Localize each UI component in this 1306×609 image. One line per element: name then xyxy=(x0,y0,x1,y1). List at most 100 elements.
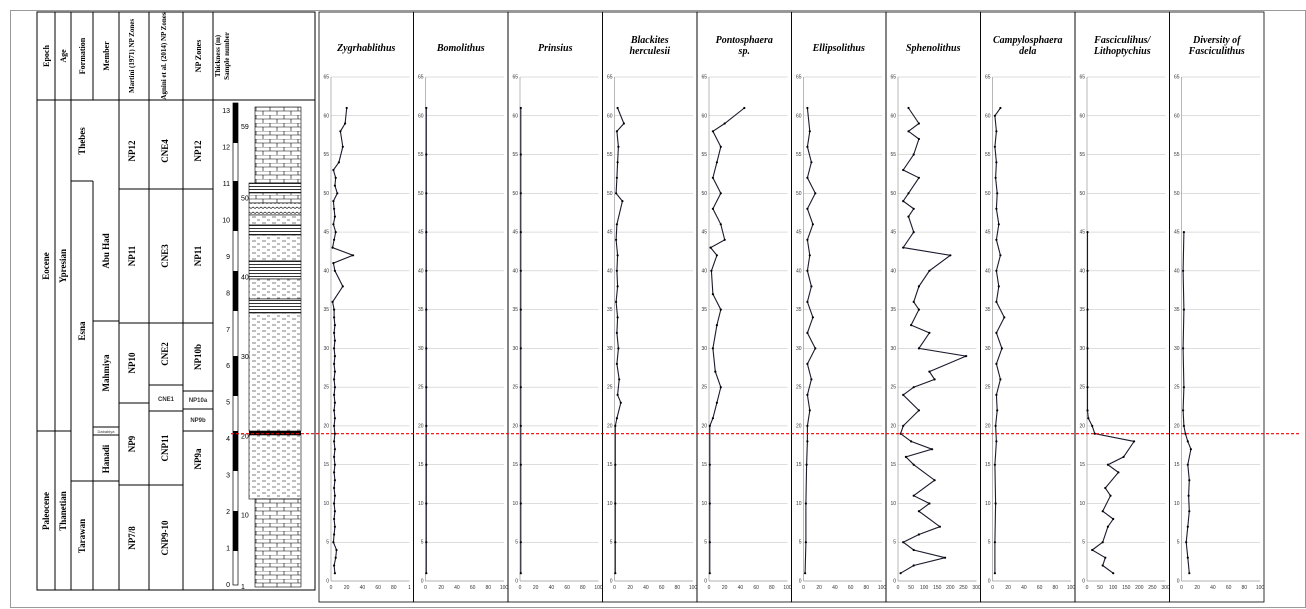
data-point xyxy=(917,533,921,536)
x-tick-label: 60 xyxy=(848,585,854,591)
y-tick-label: 40 xyxy=(323,268,329,274)
data-point xyxy=(993,541,997,544)
data-point xyxy=(711,176,715,179)
y-tick-label: 45 xyxy=(512,230,518,236)
y-tick-label: 55 xyxy=(890,152,896,158)
data-point xyxy=(519,153,522,156)
series-line xyxy=(804,107,816,574)
x-tick-label: 0 xyxy=(708,585,711,591)
y-tick-label: 0 xyxy=(704,579,707,585)
data-point xyxy=(333,486,336,490)
data-point xyxy=(723,122,726,125)
data-point xyxy=(333,463,336,466)
y-tick-label: 50 xyxy=(607,191,613,197)
data-point xyxy=(332,223,335,226)
data-point xyxy=(425,308,428,311)
y-tick-label: 25 xyxy=(890,385,896,391)
data-point xyxy=(715,254,719,257)
panel-title: Sphenolithus xyxy=(906,43,961,54)
y-tick-label: 25 xyxy=(512,385,518,391)
y-tick-label: 5 xyxy=(610,540,613,546)
y-tick-label: 65 xyxy=(512,75,518,81)
data-point xyxy=(912,300,915,303)
data-point xyxy=(993,463,997,466)
sample-tick-label: 10 xyxy=(241,513,249,520)
data-point xyxy=(344,122,347,125)
figure-frame: Epoch Age Formation Member Martini (1971… xyxy=(10,10,1306,608)
data-point xyxy=(999,106,1002,110)
agnini-cne3: CNE3 xyxy=(160,244,170,268)
y-tick-label: 50 xyxy=(1079,191,1085,197)
formation-thebes: Thebes xyxy=(77,127,87,155)
data-point xyxy=(928,370,931,373)
y-tick-label: 65 xyxy=(985,75,991,81)
data-point xyxy=(1086,269,1089,272)
data-point xyxy=(1003,316,1006,319)
data-point xyxy=(949,254,952,257)
sample-tick-label: 50 xyxy=(241,195,249,202)
data-point xyxy=(715,161,719,164)
y-tick-label: 65 xyxy=(701,75,707,81)
data-point xyxy=(332,168,335,172)
y-tick-label: 10 xyxy=(1079,501,1085,507)
thickness-tick-label: 3 xyxy=(226,473,230,480)
data-point xyxy=(425,572,428,575)
data-point xyxy=(351,254,355,257)
data-point xyxy=(333,517,336,521)
agnini-cne1: CNE1 xyxy=(158,397,175,403)
x-tick-label: 20 xyxy=(344,585,350,591)
thickness-tick-label: 6 xyxy=(226,363,230,370)
data-point xyxy=(993,572,997,575)
y-tick-label: 35 xyxy=(985,307,991,313)
y-tick-label: 15 xyxy=(418,462,424,468)
epoch-eocene: Eocene xyxy=(41,252,51,280)
y-tick-label: 55 xyxy=(1174,152,1180,158)
data-point xyxy=(806,424,809,427)
data-point xyxy=(719,145,722,148)
x-tick-label: 20 xyxy=(1005,585,1011,591)
data-point xyxy=(709,246,712,249)
data-point xyxy=(708,572,711,575)
panel-6: Sphenolithus 0 5 10 15 20 25 30 35 40 45 50 55 60 65 0 5… xyxy=(885,11,981,603)
y-tick-label: 0 xyxy=(799,579,802,585)
data-point xyxy=(519,386,522,389)
data-point xyxy=(519,502,522,505)
data-point xyxy=(917,510,921,513)
lithology-column xyxy=(248,106,302,588)
y-tick-label: 30 xyxy=(985,346,991,352)
y-tick-label: 30 xyxy=(323,346,329,352)
y-tick-label: 50 xyxy=(1174,191,1180,197)
y-tick-label: 40 xyxy=(1174,268,1180,274)
data-point xyxy=(917,176,921,179)
data-point xyxy=(333,455,336,458)
data-point xyxy=(335,548,338,552)
header-np-zones: NP Zones xyxy=(194,40,203,73)
y-tick-label: 20 xyxy=(985,423,991,429)
data-point xyxy=(999,378,1002,381)
data-point xyxy=(1109,494,1112,497)
data-point xyxy=(519,269,522,272)
y-tick-label: 15 xyxy=(323,462,329,468)
thickness-tick-label: 2 xyxy=(226,509,230,516)
data-point xyxy=(332,262,335,265)
y-tick-label: 55 xyxy=(323,152,329,158)
data-point xyxy=(333,510,336,513)
data-point xyxy=(333,409,336,412)
data-point xyxy=(723,238,726,241)
y-tick-label: 25 xyxy=(985,385,991,391)
data-point xyxy=(615,130,619,133)
data-point xyxy=(1000,347,1004,350)
data-point xyxy=(805,463,808,466)
y-tick-label: 50 xyxy=(418,191,424,197)
x-tick-label: 300 xyxy=(1161,585,1170,591)
data-point xyxy=(614,572,617,575)
y-tick-label: 30 xyxy=(607,346,613,352)
data-point xyxy=(806,238,809,241)
martini-np12: NP12 xyxy=(127,140,137,161)
panel-title: sp. xyxy=(738,46,750,57)
y-tick-label: 60 xyxy=(418,113,424,119)
panel-title: Zygrhablithus xyxy=(336,43,395,54)
y-tick-label: 60 xyxy=(607,113,613,119)
panel-title: Pontosphaera xyxy=(716,35,773,46)
data-point xyxy=(808,409,811,412)
